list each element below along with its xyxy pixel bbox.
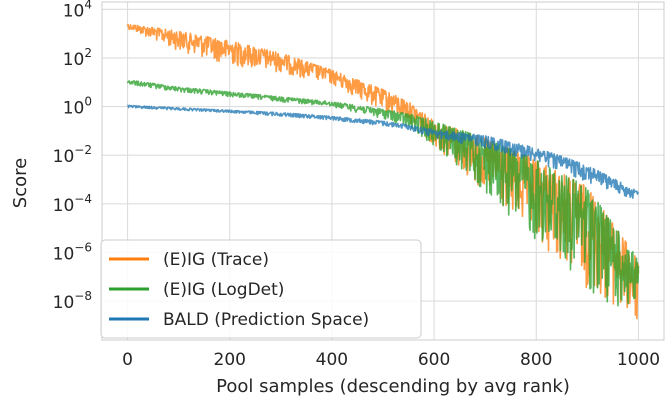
plot-frame xyxy=(101,1,665,341)
x-tick-label: 800 xyxy=(520,350,552,370)
y-tick-label: 10−4 xyxy=(53,192,92,216)
x-tick-label: 1000 xyxy=(617,350,660,370)
legend-label: BALD (Prediction Space) xyxy=(163,310,369,330)
legend: (E)IG (Trace) (E)IG (LogDet) BALD (Predict… xyxy=(100,239,422,339)
y-tick-label: 102 xyxy=(63,46,92,70)
y-tick-label: 10−8 xyxy=(53,289,92,313)
y-tick-label: 104 xyxy=(63,0,92,21)
x-tick-label: 0 xyxy=(122,350,133,370)
y-axis-label: Score xyxy=(10,158,31,208)
x-tick-labels: 0 200 400 600 800 1000 xyxy=(122,350,660,370)
legend-label: (E)IG (LogDet) xyxy=(163,280,284,300)
y-tick-label: 10−6 xyxy=(53,240,92,264)
x-tick-label: 200 xyxy=(214,350,246,370)
legend-box xyxy=(100,239,422,339)
series-layer xyxy=(126,23,640,320)
x-tick-label: 400 xyxy=(316,350,348,370)
series-line-2 xyxy=(127,104,640,199)
y-tick-label: 100 xyxy=(63,95,92,119)
series-line-1 xyxy=(126,80,640,307)
y-tick-labels: 104 102 100 10−2 10−4 10−6 10−8 xyxy=(53,0,92,313)
x-axis-label: Pool samples (descending by avg rank) xyxy=(216,376,570,397)
series-line-0 xyxy=(126,23,640,320)
x-tick-label: 600 xyxy=(418,350,450,370)
legend-label: (E)IG (Trace) xyxy=(163,250,269,270)
y-tick-label: 10−2 xyxy=(53,143,92,167)
